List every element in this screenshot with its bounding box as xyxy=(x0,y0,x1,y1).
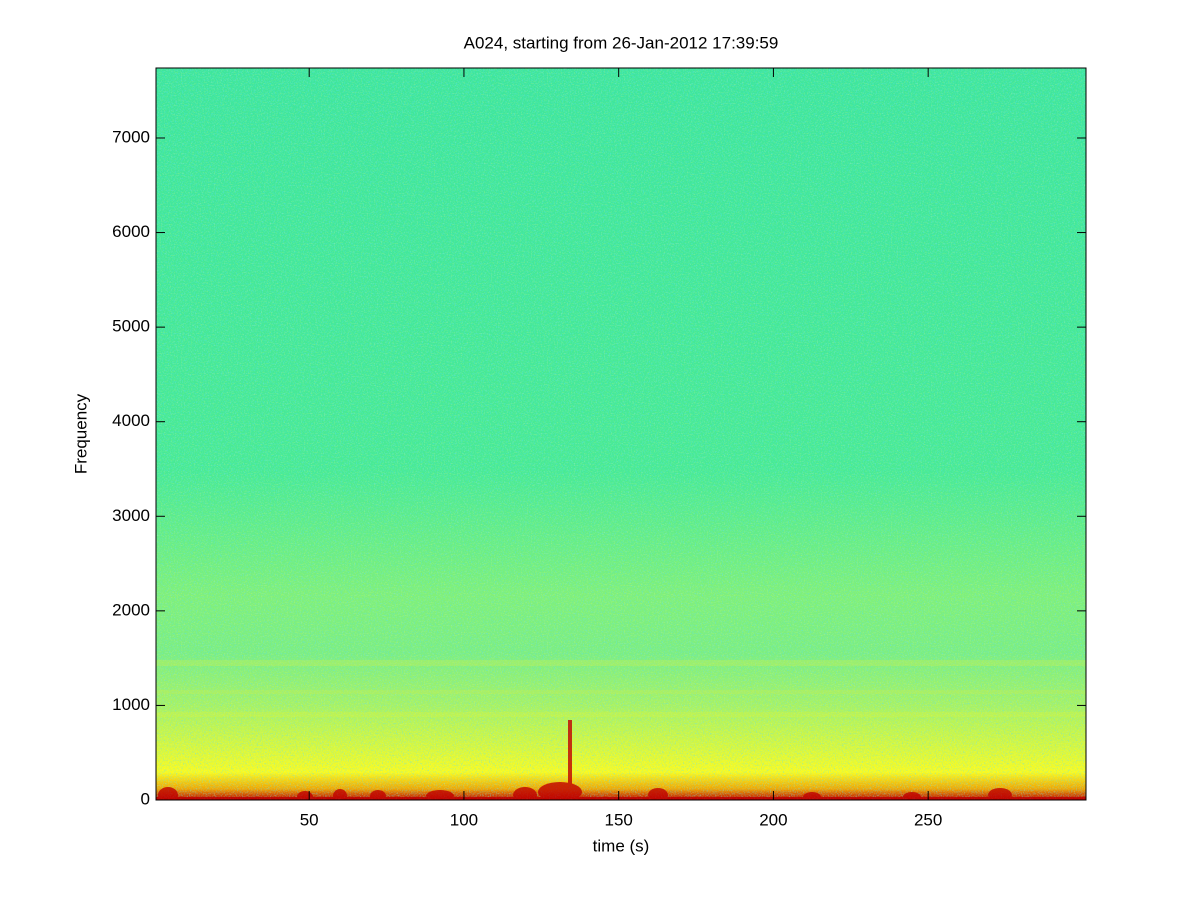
x-tick-label: 250 xyxy=(914,810,942,829)
x-tick-label: 150 xyxy=(604,810,632,829)
x-tick-label: 100 xyxy=(450,810,478,829)
spectrogram-image xyxy=(156,68,1086,800)
chart-title: A024, starting from 26-Jan-2012 17:39:59 xyxy=(464,33,779,52)
x-tick-label: 50 xyxy=(300,810,319,829)
y-tick-label: 1000 xyxy=(112,695,150,714)
y-tick-label: 5000 xyxy=(112,317,150,336)
y-tick-label: 0 xyxy=(141,789,150,808)
y-tick-label: 4000 xyxy=(112,411,150,430)
y-axis-label: Frequency xyxy=(71,393,90,474)
plot-frame xyxy=(155,67,1087,801)
y-tick-label: 7000 xyxy=(112,127,150,146)
x-axis-label: time (s) xyxy=(593,836,650,855)
y-tick-label: 3000 xyxy=(112,506,150,525)
y-tick-label: 2000 xyxy=(112,600,150,619)
y-tick-label: 6000 xyxy=(112,222,150,241)
x-tick-label: 200 xyxy=(759,810,787,829)
